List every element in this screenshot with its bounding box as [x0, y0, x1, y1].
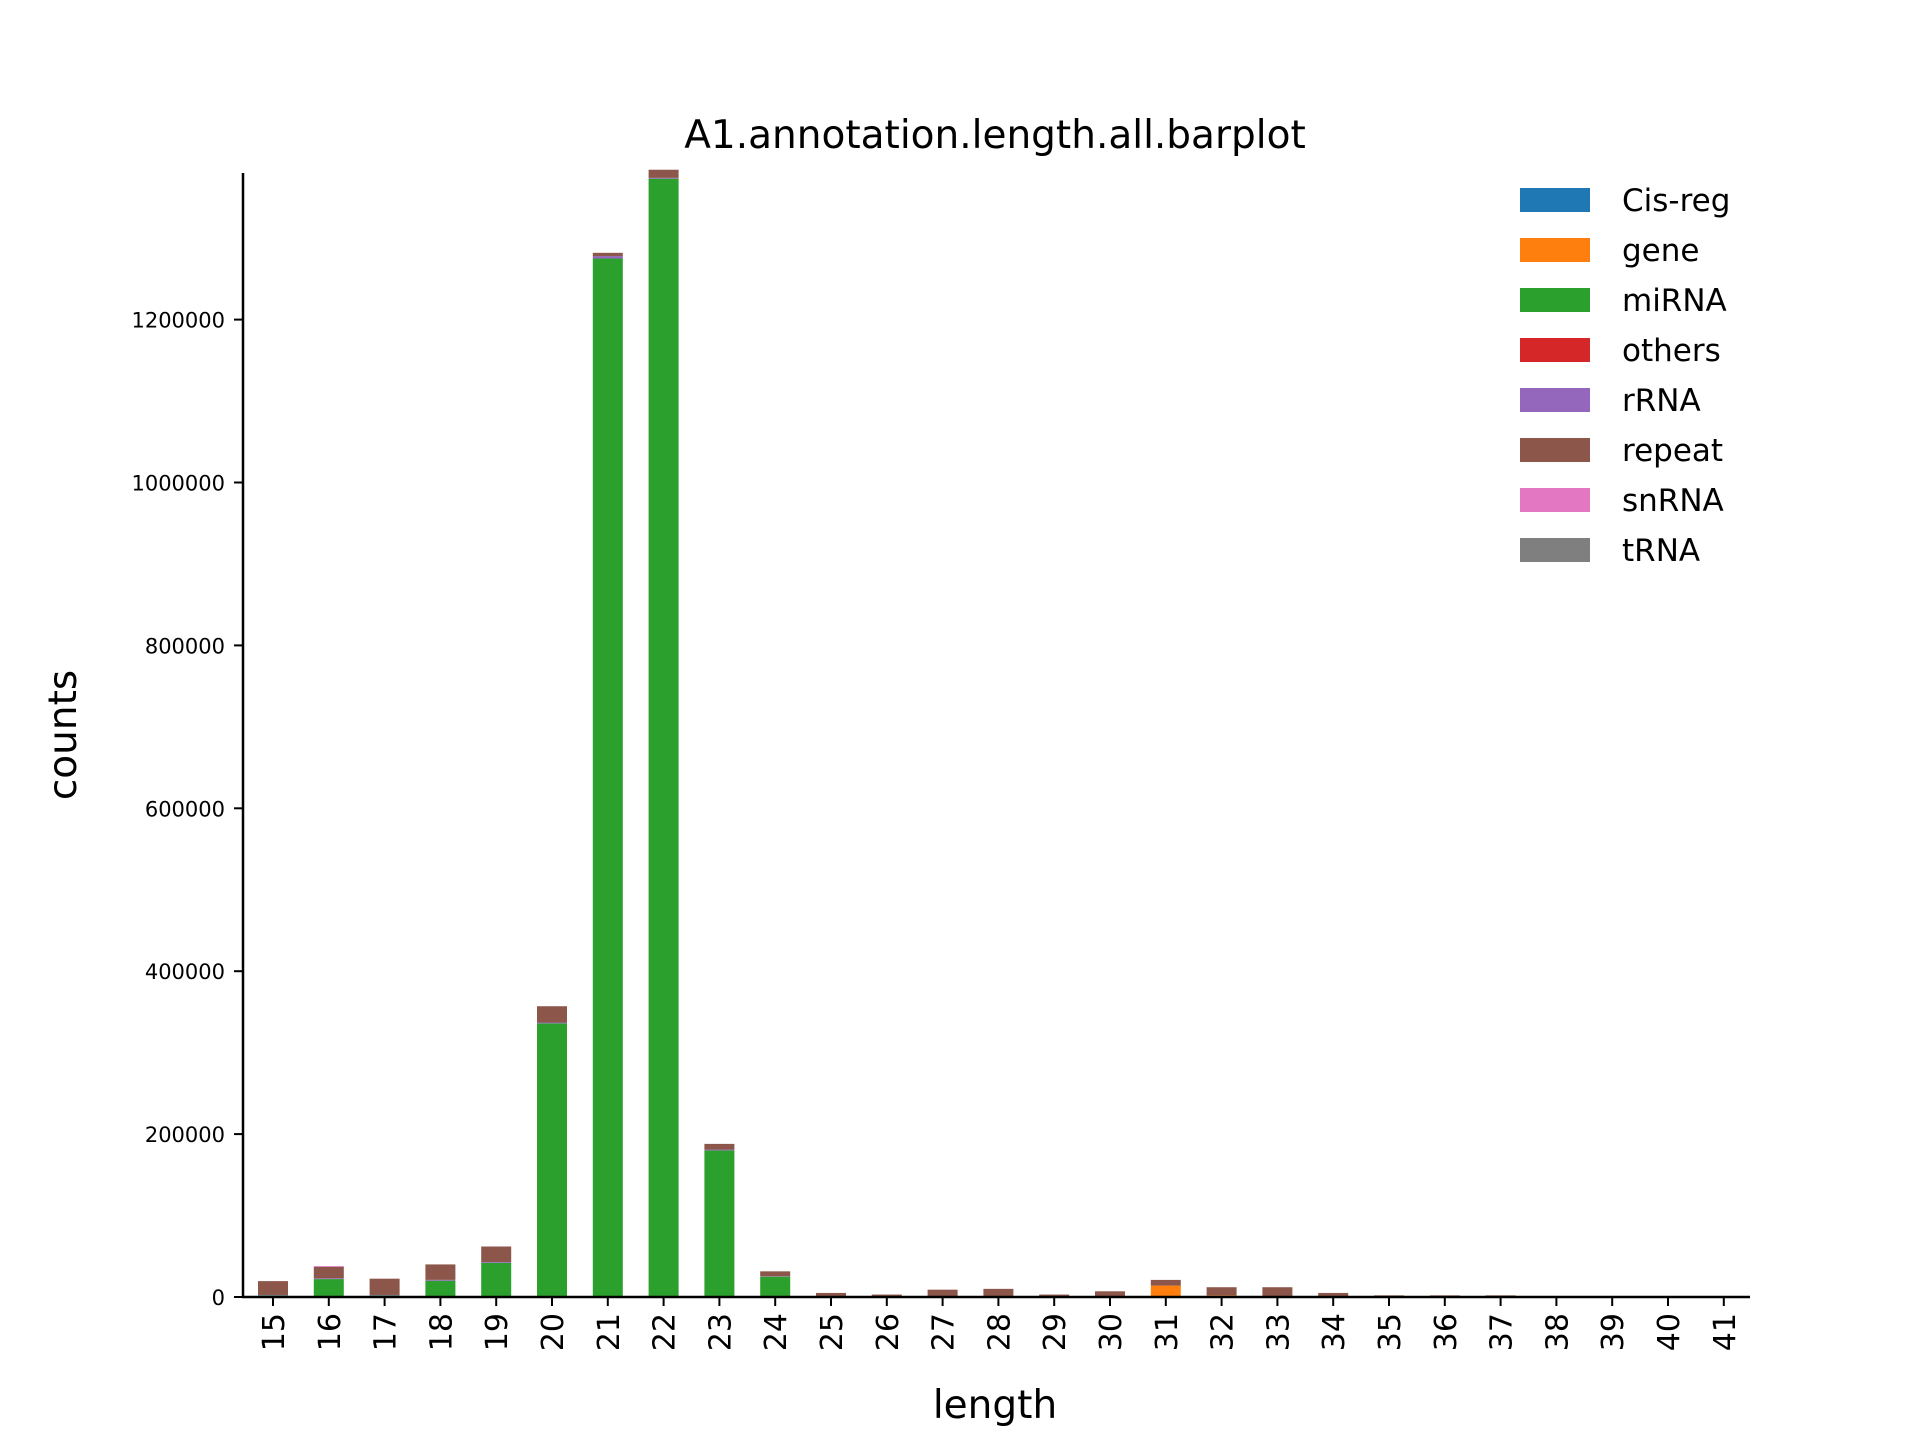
bar-16-repeat: [313, 1266, 344, 1279]
x-tick-label: 15: [257, 1313, 292, 1351]
bar-23-mirna: [704, 1150, 735, 1297]
bar-23-repeat: [704, 1143, 735, 1150]
x-tick-label: 33: [1261, 1313, 1296, 1351]
bar-19-repeat: [481, 1246, 512, 1262]
x-tick-label: 17: [369, 1313, 404, 1351]
bar-25-repeat: [816, 1292, 846, 1297]
x-tick-label: 24: [759, 1313, 794, 1351]
y-tick-label: 800000: [145, 634, 225, 658]
bar-18-repeat: [425, 1264, 456, 1280]
bar-28-repeat: [983, 1288, 1014, 1297]
y-tick-label: 400000: [145, 960, 225, 984]
x-tick-label: 25: [815, 1313, 850, 1351]
legend-label-trna: tRNA: [1622, 533, 1700, 569]
bar-34-repeat: [1318, 1292, 1349, 1297]
x-tick-label: 26: [871, 1313, 906, 1351]
x-tick-label: 29: [1038, 1313, 1073, 1351]
legend-swatch-repeat: [1520, 438, 1590, 462]
x-tick-label: 41: [1708, 1313, 1743, 1351]
bar-21-repeat: [592, 252, 623, 257]
x-tick-label: 18: [424, 1313, 459, 1351]
x-tick-label: 21: [592, 1313, 627, 1351]
bar-16-snrna: [313, 1266, 344, 1267]
bar-16-mirna: [313, 1279, 344, 1297]
x-tick-label: 22: [648, 1313, 683, 1351]
bar-16-rrna: [313, 1278, 344, 1280]
y-tick-label: 200000: [145, 1123, 225, 1147]
bar-30-repeat: [1095, 1291, 1125, 1297]
legend-label-snrna: snRNA: [1622, 483, 1724, 519]
bar-23-rrna: [704, 1149, 735, 1151]
bar-20-repeat: [537, 1006, 567, 1023]
y-tick-label: 1200000: [131, 309, 225, 333]
bar-22-rrna: [648, 177, 679, 179]
x-ticks-group: 15 16 17 18 19 20 21 22 23 24 25 26 27 28 29 30 31 32 33 34…: [257, 1297, 1743, 1351]
x-tick-label: 31: [1150, 1313, 1185, 1351]
x-tick-label: 28: [982, 1313, 1017, 1351]
bar-20-rrna: [537, 1022, 567, 1024]
bars-group: [258, 169, 1516, 1298]
x-tick-label: 19: [480, 1313, 515, 1351]
bar-19-mirna: [481, 1262, 512, 1297]
x-tick-label: 16: [313, 1313, 348, 1351]
bar-24-repeat: [760, 1271, 791, 1277]
x-tick-label: 34: [1317, 1313, 1352, 1351]
x-tick-label: 27: [927, 1313, 962, 1351]
legend-swatch-snrna: [1520, 488, 1590, 512]
y-tick-label: 1000000: [131, 472, 225, 496]
legend-swatch-cis-reg: [1520, 188, 1590, 212]
chart-title: A1.annotation.length.all.barplot: [684, 113, 1306, 158]
bar-24-mirna: [760, 1276, 791, 1297]
legend-swatch-others: [1520, 338, 1590, 362]
bar-20-mirna: [537, 1023, 567, 1297]
legend: Cis-reg gene miRNA others rRNA repeat snRNA tRN…: [1520, 183, 1730, 569]
x-tick-label: 35: [1373, 1313, 1408, 1351]
bar-18-mirna: [425, 1280, 456, 1297]
legend-swatch-trna: [1520, 538, 1590, 562]
bar-22-mirna: [648, 178, 679, 1298]
bar-17-repeat: [369, 1278, 400, 1295]
x-tick-label: 20: [536, 1313, 571, 1351]
legend-label-gene: gene: [1622, 233, 1699, 269]
bar-31-gene: [1150, 1285, 1181, 1297]
x-axis-label: length: [933, 1383, 1057, 1428]
bar-18-rrna: [425, 1279, 456, 1281]
bar-21-rrna: [592, 256, 623, 259]
bar-33-repeat: [1262, 1287, 1293, 1297]
bar-22-repeat: [648, 169, 679, 178]
legend-swatch-gene: [1520, 238, 1590, 262]
x-tick-label: 30: [1094, 1313, 1129, 1351]
legend-label-cis-reg: Cis-reg: [1622, 183, 1730, 219]
bar-31-repeat: [1150, 1279, 1181, 1286]
bar-21-mirna: [592, 258, 623, 1297]
x-tick-label: 40: [1652, 1313, 1687, 1351]
x-tick-label: 37: [1485, 1313, 1520, 1351]
x-tick-label: 38: [1540, 1313, 1575, 1351]
bar-15-repeat: [258, 1281, 288, 1295]
y-tick-label: 600000: [145, 797, 225, 821]
y-ticks-group: 0 200000 400000 600000 800000 1000000 1200000: [131, 309, 243, 1310]
legend-swatch-rrna: [1520, 388, 1590, 412]
legend-label-rrna: rRNA: [1622, 383, 1701, 419]
legend-swatch-mirna: [1520, 288, 1590, 312]
bar-27-repeat: [927, 1289, 958, 1297]
x-tick-label: 39: [1596, 1313, 1631, 1351]
legend-label-repeat: repeat: [1622, 433, 1723, 469]
legend-label-others: others: [1622, 333, 1721, 369]
bar-19-rrna: [481, 1261, 512, 1263]
legend-label-mirna: miRNA: [1622, 283, 1727, 319]
x-tick-label: 32: [1206, 1313, 1241, 1351]
x-tick-label: 36: [1429, 1313, 1464, 1351]
x-tick-label: 23: [703, 1313, 738, 1351]
bar-32-repeat: [1206, 1287, 1237, 1296]
y-axis-label: counts: [41, 670, 86, 800]
y-tick-label: 0: [212, 1286, 225, 1310]
